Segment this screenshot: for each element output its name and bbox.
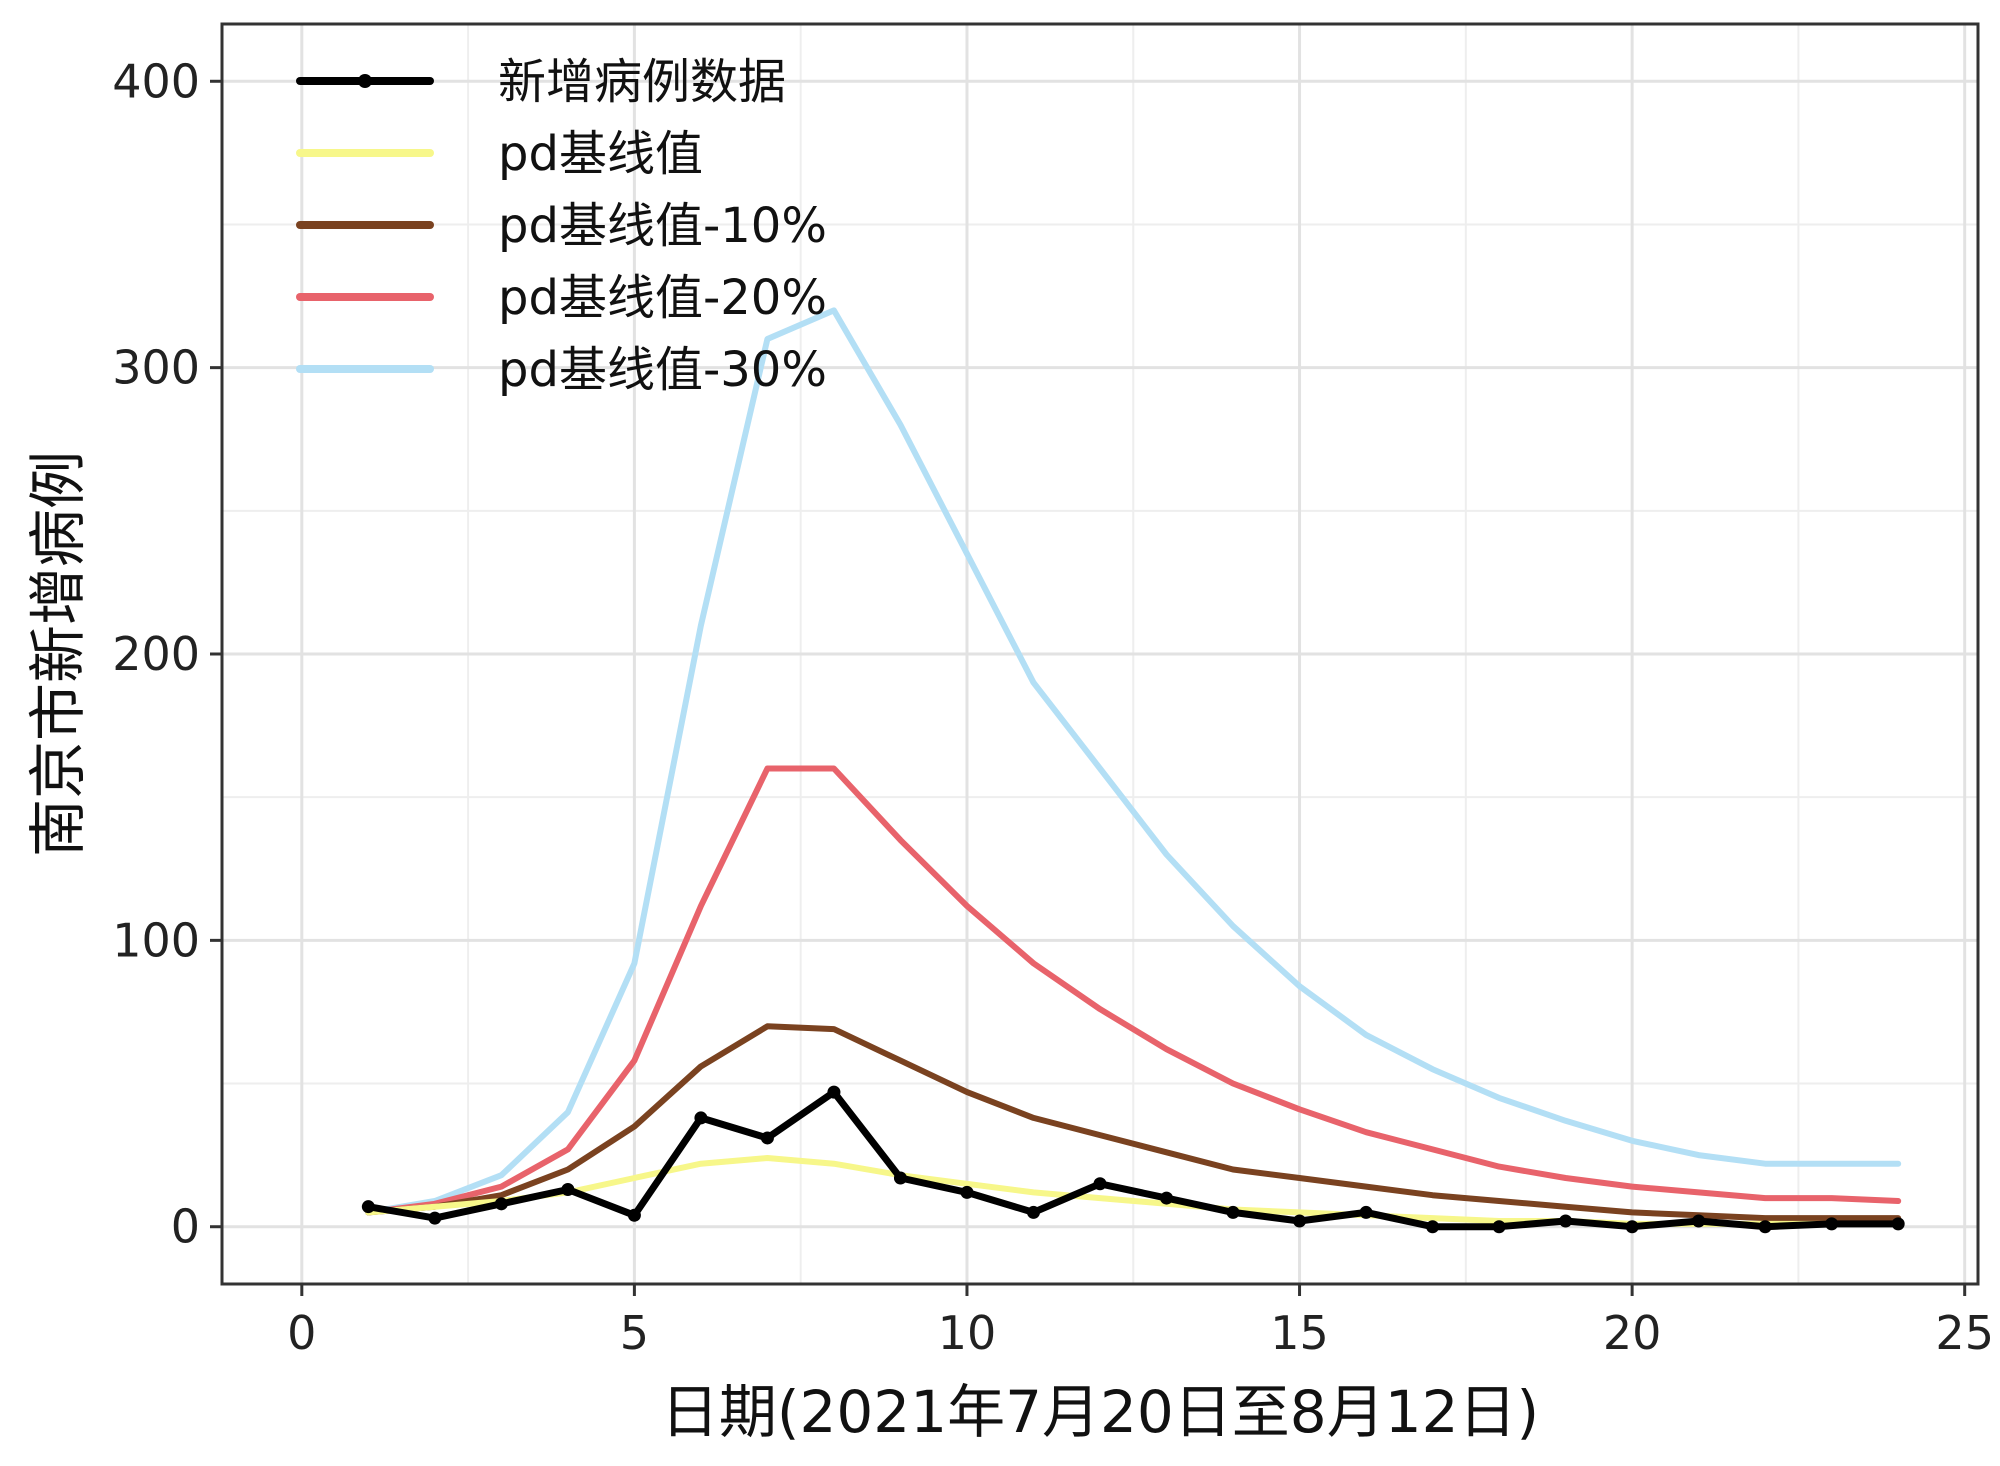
- major-gridlines: [222, 24, 1978, 1284]
- series-line-3: [365, 765, 1902, 1216]
- data-point: [1559, 1214, 1573, 1228]
- data-point: [1426, 1220, 1440, 1234]
- series-line-4: [365, 307, 1902, 1216]
- data-point: [561, 1183, 575, 1196]
- data-point: [494, 1197, 508, 1211]
- data-point: [1825, 1217, 1839, 1231]
- data-point: [627, 1208, 641, 1222]
- legend-label-1: pd基线值: [498, 126, 703, 182]
- data-point: [1293, 1214, 1307, 1228]
- data-point: [827, 1085, 841, 1099]
- y-tick-label: 100: [112, 913, 200, 967]
- series-line-0: [364, 1088, 1902, 1231]
- y-tick-label: 200: [112, 627, 200, 681]
- y-tick-label: 300: [112, 341, 200, 395]
- data-point: [1625, 1220, 1639, 1234]
- x-tick-label: 20: [1603, 1306, 1662, 1360]
- x-axis-title: 日期(2021年7月20日至8月12日): [661, 1378, 1539, 1446]
- data-point: [893, 1171, 907, 1185]
- y-axis: 0 100 200 300 400: [112, 54, 222, 1254]
- data-point: [1026, 1205, 1040, 1219]
- data-point: [1891, 1217, 1905, 1231]
- legend-label-3: pd基线值-20%: [498, 270, 827, 326]
- data-point: [361, 1200, 375, 1214]
- data-point: [1226, 1205, 1240, 1219]
- legend-label-2: pd基线值-10%: [498, 198, 827, 254]
- data-point: [1492, 1220, 1506, 1234]
- y-axis-title: 南京市新增病例: [24, 451, 92, 857]
- legend-label-4: pd基线值-30%: [498, 342, 827, 398]
- data-point: [1758, 1220, 1772, 1234]
- data-point: [960, 1185, 974, 1199]
- data-point: [428, 1211, 442, 1225]
- legend-marker: [358, 74, 372, 88]
- data-point: [694, 1111, 708, 1125]
- data-point: [1692, 1214, 1706, 1228]
- x-tick-label: 10: [938, 1306, 997, 1360]
- data-point: [760, 1131, 774, 1145]
- data-point: [1093, 1177, 1107, 1191]
- x-tick-label: 0: [287, 1306, 316, 1360]
- y-tick-label: 400: [112, 54, 200, 108]
- data-point: [1359, 1205, 1373, 1219]
- series-layer: [361, 307, 1905, 1234]
- x-axis: 0 5 10 15 20 25: [287, 1284, 1994, 1360]
- legend: 新增病例数据 pd基线值 pd基线值-10% pd基线值-20% pd基线值-30%: [296, 54, 827, 398]
- x-tick-label: 25: [1935, 1306, 1994, 1360]
- data-point: [1160, 1191, 1174, 1205]
- legend-label-0: 新增病例数据: [498, 54, 786, 110]
- y-tick-label: 0: [171, 1200, 200, 1254]
- series-line-2: [365, 1023, 1902, 1222]
- x-tick-label: 15: [1270, 1306, 1329, 1360]
- x-tick-label: 5: [620, 1306, 649, 1360]
